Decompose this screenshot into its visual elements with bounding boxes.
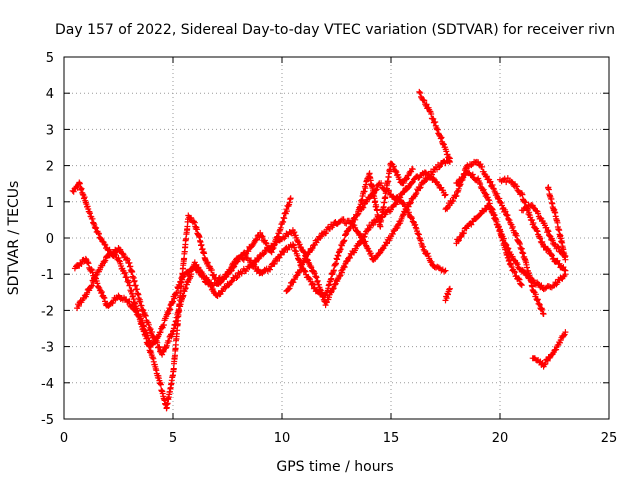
series-13-points [529, 329, 569, 370]
x-tick-label: 25 [601, 431, 618, 446]
y-tick-label: 0 [46, 232, 54, 247]
x-axis-label: GPS time / hours [276, 459, 393, 475]
y-tick-label: 1 [46, 196, 54, 211]
y-tick-label: 5 [46, 51, 54, 66]
series-6 [416, 88, 453, 165]
x-tick-label: 0 [60, 431, 68, 446]
series-9 [442, 158, 547, 317]
series-7-points [442, 285, 453, 304]
series-11-points [497, 175, 569, 274]
series-7 [442, 285, 453, 304]
y-tick-label: -1 [41, 268, 54, 283]
x-tick-label: 5 [169, 431, 177, 446]
series-9-points [442, 158, 547, 317]
axis-ticks: 0 5 10 15 20 25 -5 -4 -3 -2 -1 0 1 2 3 4 5 [41, 51, 617, 446]
y-tick-label: -4 [41, 377, 54, 392]
series-12 [518, 201, 569, 260]
y-tick-label: -5 [41, 413, 54, 428]
series-5 [355, 160, 416, 230]
x-tick-label: 20 [492, 431, 509, 446]
data-marks [69, 88, 569, 412]
chart-title: Day 157 of 2022, Sidereal Day-to-day VTE… [55, 22, 615, 38]
y-tick-label: 3 [46, 123, 54, 138]
series-4-points [283, 154, 453, 295]
x-tick-label: 10 [274, 431, 291, 446]
series-4 [283, 154, 453, 295]
y-tick-label: 4 [46, 87, 54, 102]
series-12-points [518, 201, 569, 260]
series-14-points [545, 184, 569, 263]
series-14 [545, 184, 569, 263]
y-axis-label: SDTVAR / TECUs [6, 181, 22, 296]
series-6-points [416, 88, 453, 165]
series-10-points [453, 202, 525, 289]
series-3-points [71, 169, 449, 349]
y-tick-label: 2 [46, 160, 54, 175]
series-3 [71, 169, 449, 349]
x-tick-label: 15 [383, 431, 400, 446]
y-tick-label: -2 [41, 304, 54, 319]
grid [64, 57, 609, 419]
series-11 [497, 175, 569, 274]
series-13 [529, 329, 569, 370]
y-tick-label: -3 [41, 341, 54, 356]
series-5-points [355, 160, 416, 230]
series-10 [453, 202, 525, 289]
